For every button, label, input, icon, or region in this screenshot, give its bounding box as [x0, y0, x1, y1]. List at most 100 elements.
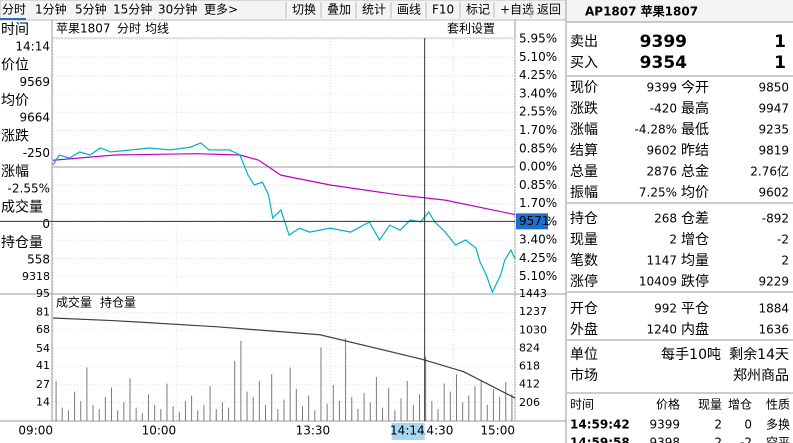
book-qty: 1: [774, 32, 786, 52]
quote-value: -420: [650, 102, 677, 116]
y-tick-label: 3.40%: [519, 86, 557, 100]
volume-tick-label: 68: [36, 323, 50, 336]
info-label: 价位: [1, 58, 29, 74]
trade-header: 现量: [698, 398, 722, 412]
x-tick-label: 10:00: [142, 424, 177, 438]
info-value: 9569: [19, 75, 50, 89]
info-value: 0: [42, 217, 50, 231]
quote-value: -892: [762, 212, 789, 226]
oi-tick-label: 412: [519, 378, 540, 391]
book-price: 9399: [640, 32, 687, 52]
book-label: 买入: [570, 55, 598, 71]
y-tick-label: 2.55%: [519, 105, 557, 119]
toolbar-button[interactable]: 返回: [537, 3, 561, 17]
info-label: 持仓量: [1, 235, 43, 251]
book-qty: 1: [774, 53, 786, 73]
quote-value: 2: [669, 233, 677, 247]
quote-value: 9850: [758, 81, 789, 95]
volume-tick-label: 81: [36, 306, 50, 319]
quote-label: 仓差: [681, 211, 709, 227]
info-label: 均价: [1, 93, 29, 109]
toolbar-button[interactable]: 画线: [397, 3, 421, 17]
trade-cell: 空平: [766, 436, 790, 443]
quote-title-bar: [567, 0, 793, 22]
quote-value: 1884: [758, 302, 789, 316]
y-tick-label: 1.70%: [519, 123, 557, 137]
trade-cell: 多换: [766, 418, 790, 432]
y-tick-label: 5.10%: [519, 269, 557, 283]
trade-cell: 2: [714, 418, 722, 432]
info-label: 时间: [1, 22, 29, 38]
quote-label: 最低: [681, 122, 709, 138]
quote-label: 开仓: [570, 301, 598, 317]
trade-cell: 0: [744, 418, 752, 432]
quote-label: 结算: [570, 143, 598, 159]
info-value: 9664: [19, 111, 50, 125]
cursor-time-box: [391, 423, 425, 440]
quote-value: 1240: [646, 323, 677, 337]
open-interest-line: [52, 317, 516, 399]
quote-label: 平仓: [681, 301, 709, 317]
toolbar-button[interactable]: 统计: [362, 3, 386, 17]
volume-tick-label: 41: [36, 359, 50, 372]
trade-header: 时间: [570, 398, 594, 412]
extra-label: 单位: [570, 347, 598, 363]
toolbar-button[interactable]: F10: [432, 3, 454, 17]
trade-cell: 2: [714, 436, 722, 443]
x-tick-label: 13:30: [296, 424, 331, 438]
quote-value: 9819: [758, 144, 789, 158]
price-line: [52, 142, 516, 294]
toolbar-button[interactable]: +自选: [500, 3, 534, 17]
toolbar-button[interactable]: 切换: [292, 3, 316, 17]
x-tick-label: 14:30: [419, 424, 454, 438]
quote-value: 268: [654, 212, 677, 226]
quote-value: -2: [777, 233, 789, 247]
quote-label: 今开: [681, 80, 709, 96]
tab[interactable]: 15分钟: [113, 2, 152, 17]
volume-header: 持仓量: [100, 295, 136, 310]
quote-value: 992: [654, 302, 677, 316]
arbitrage-button[interactable]: 套利设置: [447, 22, 495, 36]
y-tick-label: 5.95%: [519, 32, 557, 46]
toolbar-button[interactable]: 标记: [466, 3, 490, 17]
toolbar-button[interactable]: 叠加: [327, 3, 351, 17]
tab[interactable]: 分时: [2, 3, 26, 17]
quote-value: 7.25%: [639, 186, 677, 200]
tab[interactable]: 5分钟: [75, 2, 107, 17]
quote-value: 9229: [758, 275, 789, 289]
book-price: 9354: [640, 53, 687, 73]
quote-label: 持仓: [570, 211, 598, 227]
quote-label: 均价: [681, 185, 709, 201]
quote-label: 均量: [681, 253, 709, 269]
quote-value: 2: [781, 254, 789, 268]
trade-header: 性质: [766, 398, 790, 412]
tab-underline: [0, 18, 26, 20]
quote-value: 10409: [639, 275, 677, 289]
quote-value: 2.76亿: [750, 164, 789, 179]
cursor-time-label: 14:14: [390, 424, 425, 438]
quote-label: 跌停: [681, 273, 709, 290]
tab[interactable]: 更多>: [204, 3, 238, 17]
trade-cell: 14:59:42: [570, 418, 630, 432]
extra-value: 每手10吨: [661, 347, 721, 363]
price-tick-label: 9318: [22, 270, 50, 283]
oi-tick-label: 1443: [519, 287, 547, 300]
extra-label: 市场: [570, 367, 598, 384]
tab[interactable]: 30分钟: [158, 2, 197, 17]
quote-label: 总量: [570, 164, 598, 180]
trade-cell: 9398: [649, 436, 680, 443]
trade-cell: -2: [740, 436, 752, 443]
tab[interactable]: 1分钟: [35, 2, 67, 17]
y-tick-label: 0.85%: [519, 141, 557, 155]
cursor-price-box: [516, 213, 548, 230]
volume-tick-label: 14: [36, 395, 50, 408]
info-value: 14:14: [15, 40, 50, 54]
quote-label: 外盘: [570, 321, 598, 338]
y-tick-label: 0.00%: [519, 160, 557, 174]
oi-tick-label: 206: [519, 396, 540, 409]
cursor-price-label: 9571: [519, 214, 550, 228]
volume-header: 成交量: [56, 295, 92, 310]
quote-label: 最高: [681, 100, 709, 117]
